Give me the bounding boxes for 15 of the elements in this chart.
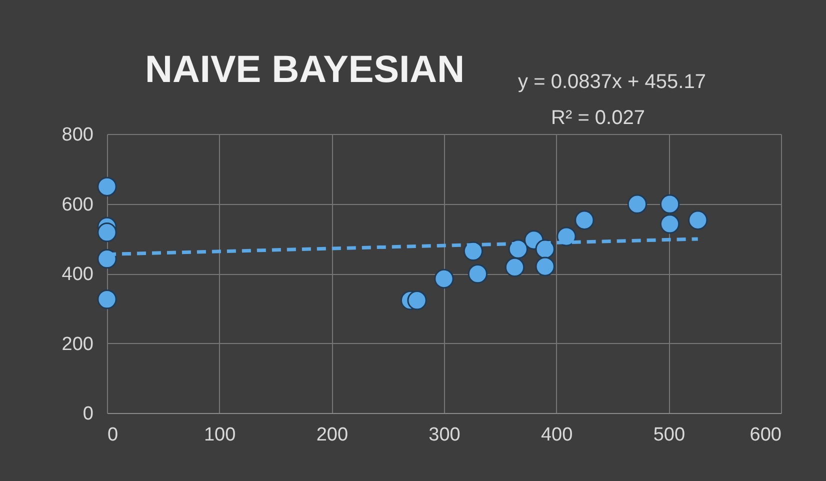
x-tick-label: 400 [540, 424, 573, 446]
y-tick-label: 0 [82, 404, 94, 424]
x-tick-label: 100 [204, 424, 236, 446]
text: R² = 0.027 [551, 107, 645, 129]
y-tick-label: 600 [62, 194, 94, 216]
y-tick-label: 800 [62, 124, 94, 146]
text: y = 0.0837x + 455.17 [518, 71, 706, 93]
x-tick-label: 0 [108, 424, 118, 446]
x-tick-label: 600 [750, 424, 782, 446]
y-tick-label: 400 [62, 264, 94, 285]
x-tick-label: 200 [316, 424, 348, 446]
chart-title: NAIVE BAYESIAN [145, 49, 465, 91]
y-tick-label: 200 [62, 334, 94, 355]
x-tick-label: 300 [428, 424, 460, 446]
x-tick-label: 500 [653, 424, 686, 446]
